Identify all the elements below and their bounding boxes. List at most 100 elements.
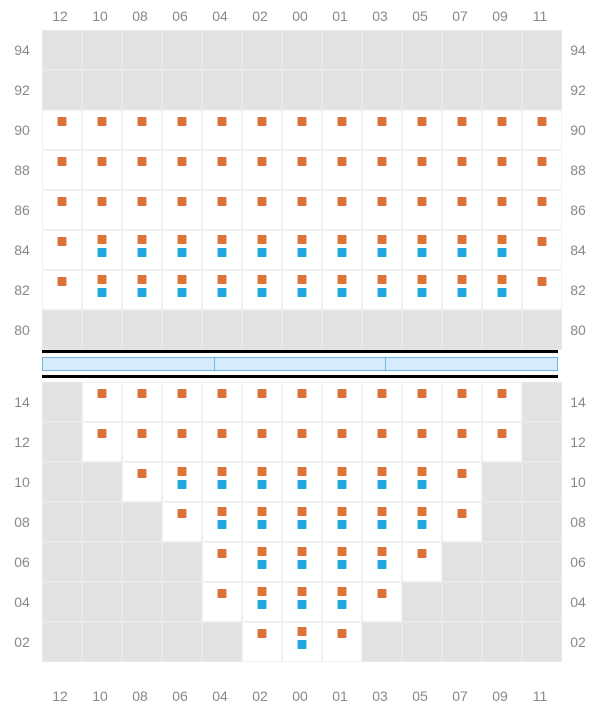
seat-marker-orange[interactable] (498, 197, 507, 206)
seat-marker-blue[interactable] (338, 288, 347, 297)
seat-marker-orange[interactable] (138, 197, 147, 206)
seat-cell[interactable] (202, 382, 242, 422)
seat-marker-blue[interactable] (258, 560, 267, 569)
seat-marker-orange[interactable] (98, 389, 107, 398)
seat-marker-orange[interactable] (498, 275, 507, 284)
seat-marker-blue[interactable] (418, 480, 427, 489)
seat-marker-blue[interactable] (218, 288, 227, 297)
seat-marker-blue[interactable] (338, 248, 347, 257)
seat-cell[interactable] (282, 150, 322, 190)
seat-cell[interactable] (242, 230, 282, 270)
seat-cell[interactable] (362, 582, 402, 622)
seat-marker-blue[interactable] (298, 248, 307, 257)
seat-marker-orange[interactable] (338, 389, 347, 398)
seat-cell[interactable] (482, 150, 522, 190)
seat-marker-orange[interactable] (338, 507, 347, 516)
seat-cell[interactable] (522, 150, 562, 190)
seat-cell[interactable] (522, 190, 562, 230)
seat-marker-orange[interactable] (58, 277, 67, 286)
seat-cell[interactable] (122, 230, 162, 270)
seat-marker-orange[interactable] (258, 587, 267, 596)
seat-marker-blue[interactable] (338, 600, 347, 609)
seat-marker-orange[interactable] (138, 157, 147, 166)
seat-marker-orange[interactable] (378, 197, 387, 206)
seat-marker-blue[interactable] (378, 520, 387, 529)
seat-marker-orange[interactable] (338, 275, 347, 284)
seat-marker-orange[interactable] (138, 469, 147, 478)
seat-marker-orange[interactable] (538, 157, 547, 166)
seat-cell[interactable] (442, 230, 482, 270)
seat-marker-orange[interactable] (378, 389, 387, 398)
seat-cell[interactable] (322, 230, 362, 270)
seat-marker-orange[interactable] (178, 157, 187, 166)
seat-cell[interactable] (242, 582, 282, 622)
seat-cell[interactable] (162, 190, 202, 230)
seat-cell[interactable] (242, 382, 282, 422)
seat-marker-orange[interactable] (178, 429, 187, 438)
seat-cell[interactable] (402, 462, 442, 502)
seat-cell[interactable] (202, 110, 242, 150)
seat-cell[interactable] (282, 622, 322, 662)
seat-marker-blue[interactable] (298, 480, 307, 489)
seat-marker-orange[interactable] (178, 235, 187, 244)
seat-marker-orange[interactable] (138, 117, 147, 126)
seat-marker-blue[interactable] (98, 288, 107, 297)
seat-marker-orange[interactable] (338, 547, 347, 556)
seat-marker-orange[interactable] (538, 237, 547, 246)
seat-marker-blue[interactable] (218, 480, 227, 489)
seat-marker-orange[interactable] (258, 629, 267, 638)
seat-marker-orange[interactable] (98, 275, 107, 284)
seat-marker-orange[interactable] (498, 235, 507, 244)
seat-cell[interactable] (82, 110, 122, 150)
seat-marker-orange[interactable] (378, 589, 387, 598)
seat-marker-orange[interactable] (218, 117, 227, 126)
seat-marker-orange[interactable] (218, 197, 227, 206)
seat-cell[interactable] (362, 230, 402, 270)
seat-marker-orange[interactable] (338, 629, 347, 638)
seat-cell[interactable] (82, 190, 122, 230)
seat-cell[interactable] (442, 462, 482, 502)
seat-cell[interactable] (282, 230, 322, 270)
seat-marker-orange[interactable] (298, 275, 307, 284)
seat-cell[interactable] (202, 422, 242, 462)
seat-cell[interactable] (242, 150, 282, 190)
seat-marker-orange[interactable] (298, 627, 307, 636)
seat-cell[interactable] (322, 270, 362, 310)
seat-marker-blue[interactable] (298, 600, 307, 609)
seat-marker-blue[interactable] (378, 248, 387, 257)
seat-cell[interactable] (442, 422, 482, 462)
seat-marker-blue[interactable] (338, 480, 347, 489)
seat-marker-orange[interactable] (98, 235, 107, 244)
seat-marker-orange[interactable] (458, 389, 467, 398)
seat-cell[interactable] (442, 270, 482, 310)
seat-cell[interactable] (362, 462, 402, 502)
seat-cell[interactable] (82, 270, 122, 310)
seat-marker-blue[interactable] (378, 480, 387, 489)
seat-cell[interactable] (282, 582, 322, 622)
seat-marker-orange[interactable] (538, 277, 547, 286)
seat-cell[interactable] (402, 382, 442, 422)
seat-marker-orange[interactable] (298, 389, 307, 398)
seat-cell[interactable] (442, 382, 482, 422)
seat-cell[interactable] (242, 542, 282, 582)
seat-marker-blue[interactable] (98, 248, 107, 257)
seat-marker-blue[interactable] (338, 520, 347, 529)
seat-marker-orange[interactable] (178, 197, 187, 206)
seat-cell[interactable] (82, 150, 122, 190)
seat-marker-blue[interactable] (138, 248, 147, 257)
seat-cell[interactable] (282, 462, 322, 502)
seat-cell[interactable] (322, 382, 362, 422)
seat-marker-blue[interactable] (458, 288, 467, 297)
seat-marker-orange[interactable] (178, 389, 187, 398)
seat-cell[interactable] (202, 582, 242, 622)
seat-marker-orange[interactable] (138, 429, 147, 438)
seat-marker-orange[interactable] (338, 429, 347, 438)
seat-marker-orange[interactable] (418, 467, 427, 476)
seat-marker-orange[interactable] (338, 117, 347, 126)
seat-marker-orange[interactable] (418, 429, 427, 438)
seat-marker-orange[interactable] (98, 429, 107, 438)
seat-cell[interactable] (162, 150, 202, 190)
seat-marker-orange[interactable] (378, 275, 387, 284)
seat-cell[interactable] (42, 270, 82, 310)
seat-marker-orange[interactable] (178, 275, 187, 284)
